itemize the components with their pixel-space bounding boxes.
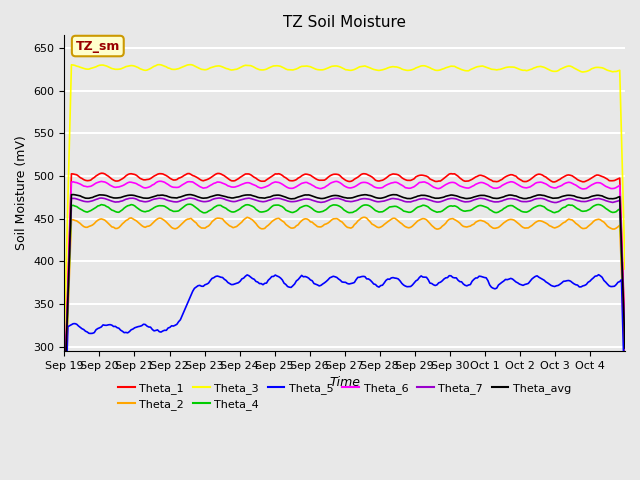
Title: TZ Soil Moisture: TZ Soil Moisture: [284, 15, 406, 30]
Y-axis label: Soil Moisture (mV): Soil Moisture (mV): [15, 136, 28, 251]
X-axis label: Time: Time: [329, 376, 360, 389]
Text: TZ_sm: TZ_sm: [76, 39, 120, 52]
Legend: Theta_1, Theta_2, Theta_3, Theta_4, Theta_5, Theta_6, Theta_7, Theta_avg: Theta_1, Theta_2, Theta_3, Theta_4, Thet…: [114, 378, 575, 415]
